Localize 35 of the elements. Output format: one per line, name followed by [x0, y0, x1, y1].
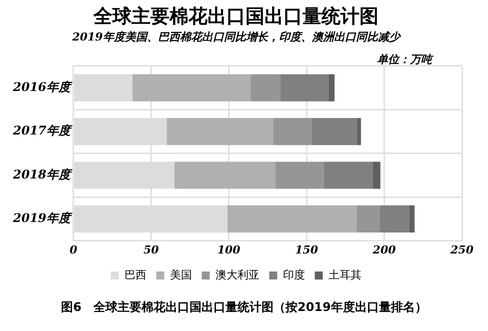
- legend-label: 美国: [170, 268, 192, 282]
- bar: [357, 118, 361, 146]
- bar: [174, 162, 276, 189]
- legend-label: 澳大利亚: [215, 268, 260, 282]
- legend-label: 巴西: [124, 268, 146, 282]
- bar: [324, 162, 373, 189]
- bar: [273, 118, 312, 146]
- y-tick-label: 2019年度: [12, 211, 72, 226]
- text: 单位：万吨: [377, 52, 434, 66]
- bar: [132, 74, 251, 102]
- chart-subtitle: 2019年度美国、巴西棉花出口同比增长，印度、澳洲出口同比减少: [71, 30, 402, 44]
- bar: [250, 74, 280, 102]
- bar: [356, 205, 380, 232]
- y-tick-label: 2018年度: [12, 167, 72, 182]
- chart-title: 全球主要棉花出口国出口量统计图: [92, 5, 378, 28]
- x-tick-label: 100: [217, 243, 241, 256]
- y-tick-label: 2017年度: [12, 124, 72, 138]
- x-tick-label: 150: [295, 243, 318, 256]
- caption: 图6 全球主要棉花出口国出口量统计图（按2019年度出口量排名）: [61, 300, 427, 314]
- bar: [409, 205, 415, 232]
- x-tick-label: 50: [143, 243, 160, 256]
- bar: [227, 205, 356, 232]
- bar: [166, 118, 274, 146]
- bar: [328, 74, 335, 102]
- legend-label: 土耳其: [328, 268, 362, 282]
- x-tick-label: 200: [372, 243, 396, 256]
- bar: [312, 118, 358, 146]
- bar: [372, 162, 380, 189]
- x-tick-label: 250: [450, 243, 474, 256]
- bar: [275, 162, 324, 189]
- bar: [280, 74, 328, 102]
- bar: [380, 205, 410, 232]
- legend-label: 印度: [282, 268, 305, 282]
- x-tick-label: 0: [70, 243, 78, 256]
- y-tick-label: 2016年度: [12, 80, 72, 94]
